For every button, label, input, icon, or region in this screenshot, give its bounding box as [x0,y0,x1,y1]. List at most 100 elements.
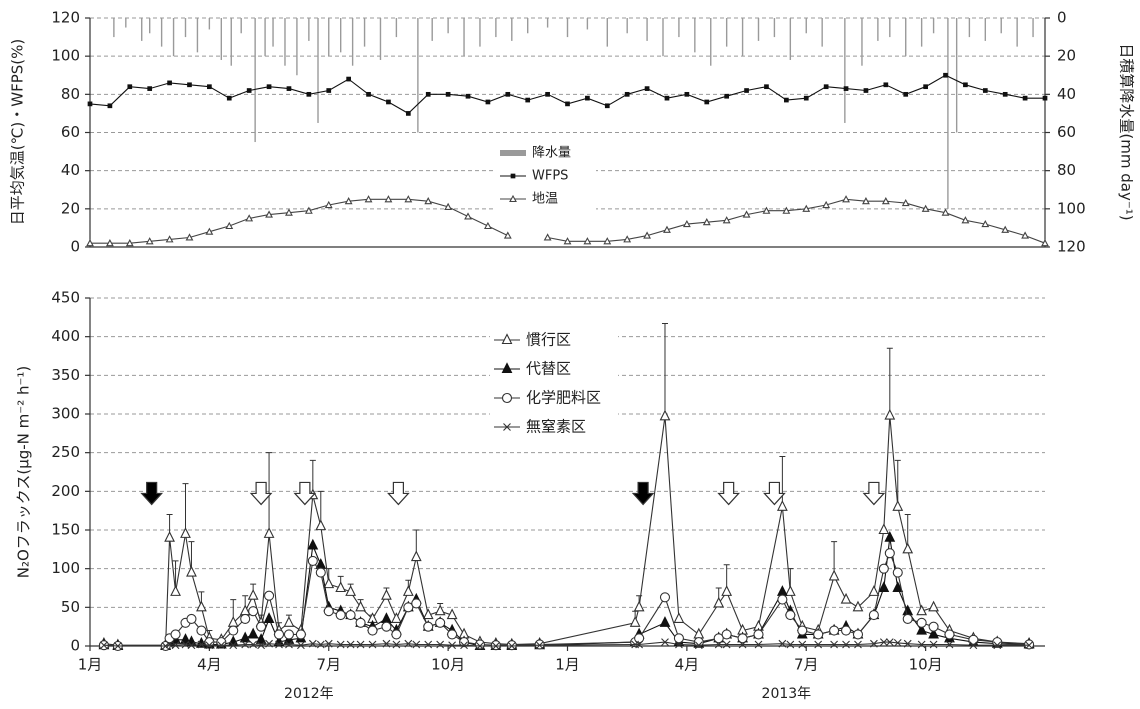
marker [297,641,305,650]
marker [275,640,283,649]
marker [993,641,1002,650]
marker [843,86,849,91]
marker [884,548,895,559]
marker [125,239,134,247]
marker [916,623,928,635]
y-axis-title: N₂Oフラックス(μg-N m⁻² h⁻¹) [15,366,33,579]
marker [412,640,421,649]
marker [917,640,926,649]
y-tick-label: 350 [51,366,80,384]
marker [392,640,401,649]
marker [249,640,258,649]
marker [603,237,612,245]
marker [381,621,392,632]
marker [776,585,788,596]
marker [879,638,888,647]
series-line [90,198,1046,244]
marker [921,204,930,212]
marker [503,231,512,239]
marker [903,91,909,97]
marker [266,84,272,90]
marker [87,101,93,107]
marker [391,629,402,640]
marker [458,637,470,648]
y2-tick-label: 100 [1057,199,1086,217]
marker [945,640,954,649]
y2-tick-label: 0 [1057,9,1067,27]
marker [830,640,838,649]
marker [436,640,445,649]
y-tick-label: 0 [70,238,80,256]
marker [929,640,938,649]
marker [248,606,259,617]
marker [738,640,747,649]
marker [764,84,769,90]
marker [863,88,869,93]
marker [306,91,312,97]
marker [633,600,645,612]
marker [460,641,468,650]
marker [386,99,391,105]
y-axis-title: 日平均気温(℃)・WFPS(%) [9,39,27,226]
marker [722,216,731,224]
marker [381,612,392,623]
marker [285,208,293,216]
y-tick-label: 200 [51,482,80,500]
marker [364,195,373,203]
marker [503,423,511,431]
marker [285,640,293,649]
marker [355,600,366,612]
marker [207,84,212,90]
marker [424,640,433,649]
marker [448,641,456,650]
x-tick-label: 10月 [431,656,465,674]
marker [170,629,181,640]
marker [344,197,353,205]
x-tick-label: 10月 [909,656,943,674]
marker [724,93,730,99]
y-tick-label: 300 [51,405,80,423]
marker [391,612,402,623]
y-tick-label: 20 [61,199,80,217]
marker [961,216,970,224]
marker [228,625,239,636]
x-tick-label: 7月 [794,656,819,674]
y-tick-label: 50 [61,598,80,616]
marker [185,233,194,241]
y-tick-label: 120 [51,9,80,27]
marker [283,616,295,627]
marker [682,219,691,228]
legend-label: WFPS [532,169,568,184]
marker [324,639,333,648]
x-tick-label: 7月 [316,656,341,674]
marker [323,606,334,617]
marker [196,600,207,612]
marker [565,101,570,107]
marker [196,625,207,636]
arrow [631,481,655,506]
marker [444,202,453,210]
marker [902,542,914,554]
marker [802,204,811,212]
marker [784,97,789,103]
legend-label: 降水量 [532,146,571,161]
error-bar [779,456,786,507]
marker [226,95,232,101]
marker [776,500,788,511]
marker [423,621,434,632]
marker [286,86,292,91]
marker [464,212,472,220]
marker [944,629,955,640]
legend-swatch [500,150,526,156]
marker [992,637,1003,648]
arrow [763,481,786,506]
marker [368,640,377,649]
marker [402,585,414,596]
marker [345,610,356,621]
marker [186,565,197,577]
marker [822,200,831,209]
y-tick-label: 450 [51,289,80,307]
marker [447,629,458,640]
marker [197,640,206,649]
